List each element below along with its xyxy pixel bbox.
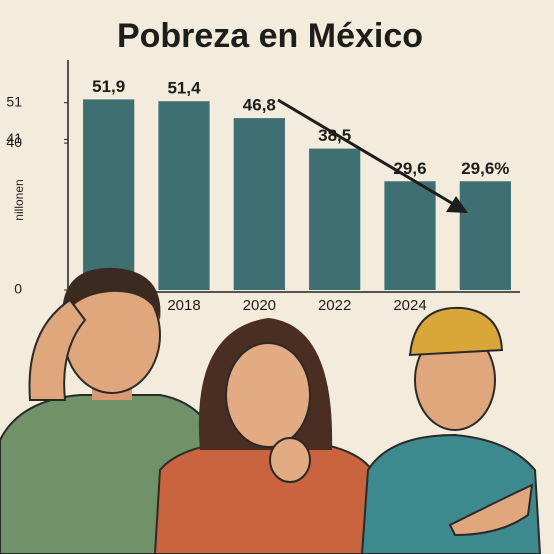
value-label: 46,8 [243, 96, 276, 115]
y-tick-label: 40 [6, 134, 22, 150]
arrow-head [446, 196, 468, 213]
man-hair [61, 267, 161, 320]
man-hand [28, 298, 87, 401]
bar [83, 99, 135, 290]
boy-hand [448, 483, 534, 537]
woman-shirt [153, 438, 380, 554]
x-tick-label: 2024 [393, 297, 426, 314]
boy-cap [408, 306, 504, 357]
y-tick-label: 51 [6, 93, 22, 109]
value-label: 29,6 [393, 159, 426, 178]
bar [459, 181, 511, 290]
value-label: 51,9 [92, 77, 125, 96]
value-label: 29,6% [461, 159, 509, 178]
x-tick-label: 2020 [243, 297, 276, 314]
x-tick-label: 2022 [318, 297, 351, 314]
trend-arrow [277, 98, 456, 207]
bar [233, 118, 285, 290]
chart-title: Pobreza en México [117, 17, 423, 55]
y-axis-label: nillonen [12, 179, 26, 220]
x-tick-label: 2018 [167, 297, 200, 314]
woman-head [225, 342, 311, 448]
bar [158, 101, 210, 290]
woman-hand [269, 437, 311, 483]
illustration [0, 267, 542, 554]
bar [384, 181, 436, 290]
value-label: 51,4 [167, 79, 201, 98]
value-label: 38,5 [318, 126, 351, 145]
bar [309, 148, 361, 290]
y-tick-label: 0 [14, 281, 22, 297]
y-tick-label: 41 [6, 130, 22, 146]
